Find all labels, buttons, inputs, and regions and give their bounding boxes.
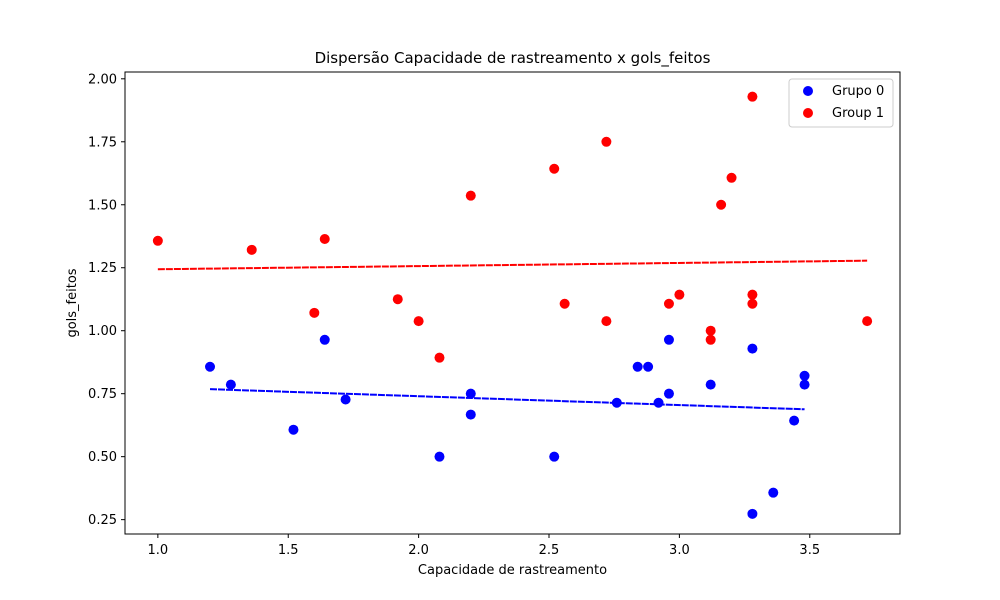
x-tick-label: 2.0: [408, 543, 429, 558]
point-series-1: [152, 235, 163, 246]
point-series-0: [663, 388, 674, 399]
point-series-0: [340, 394, 351, 405]
point-series-0: [632, 361, 643, 372]
point-series-0: [663, 334, 674, 345]
trendline-series-0: [209, 388, 805, 411]
point-series-1: [559, 298, 570, 309]
point-series-0: [653, 397, 664, 408]
point-series-0: [434, 451, 445, 462]
y-tick-label: 1.50: [88, 198, 117, 213]
point-series-1: [716, 199, 727, 210]
x-tick-label: 1.0: [148, 543, 169, 558]
point-series-1: [862, 316, 873, 327]
x-axis-label: Capacidade de rastreamento: [418, 563, 607, 578]
point-series-0: [225, 379, 236, 390]
trendlines: [157, 259, 868, 411]
point-series-1: [663, 298, 674, 309]
point-series-0: [465, 388, 476, 399]
point-series-0: [747, 343, 758, 354]
legend-label-group-1: Group 1: [832, 106, 884, 121]
point-series-0: [611, 397, 622, 408]
legend: Grupo 0 Group 1: [788, 78, 894, 128]
point-series-0: [288, 424, 299, 435]
legend-marker-group-1: [803, 108, 813, 118]
point-series-0: [465, 409, 476, 420]
y-tick-label: 1.25: [88, 261, 117, 276]
point-series-1: [319, 234, 330, 245]
point-series-0: [643, 361, 654, 372]
point-series-1: [549, 163, 560, 174]
point-series-1: [413, 316, 424, 327]
y-tick-label: 1.75: [88, 135, 117, 150]
point-series-0: [205, 361, 216, 372]
x-tick-label: 3.0: [669, 543, 690, 558]
y-tick-label: 2.00: [88, 72, 117, 87]
point-series-1: [434, 352, 445, 363]
point-series-0: [799, 370, 810, 381]
y-tick-label: 0.25: [88, 513, 117, 528]
legend-marker-grupo-0: [803, 86, 813, 96]
y-axis: 0.25 0.50 0.75 1.00 1.25 1.50 1.75 2.00: [88, 72, 125, 528]
point-series-0: [747, 508, 758, 519]
y-tick-label: 1.00: [88, 324, 117, 339]
point-series-0: [789, 415, 800, 426]
data-points: [152, 91, 873, 519]
point-series-1: [705, 325, 716, 336]
point-series-0: [705, 379, 716, 390]
point-series-0: [549, 451, 560, 462]
point-series-1: [601, 316, 612, 327]
point-series-1: [392, 294, 403, 305]
point-series-1: [465, 190, 476, 201]
chart-title: Dispersão Capacidade de rastreamento x g…: [315, 49, 711, 68]
point-series-1: [705, 334, 716, 345]
point-series-1: [747, 298, 758, 309]
point-series-1: [674, 289, 685, 300]
plot-area-frame: [124, 71, 901, 535]
legend-box: [788, 78, 894, 128]
point-series-1: [747, 289, 758, 300]
point-series-1: [747, 91, 758, 102]
point-series-0: [799, 379, 810, 390]
y-tick-label: 0.75: [88, 387, 117, 402]
x-tick-label: 1.5: [278, 543, 299, 558]
point-series-0: [768, 487, 779, 498]
y-tick-label: 0.50: [88, 450, 117, 465]
trendline-series-1: [157, 259, 868, 271]
x-axis: 1.0 1.5 2.0 2.5 3.0 3.5: [148, 534, 820, 558]
point-series-1: [246, 244, 257, 255]
x-tick-label: 2.5: [539, 543, 560, 558]
point-series-1: [309, 307, 320, 318]
point-series-1: [601, 136, 612, 147]
legend-label-grupo-0: Grupo 0: [832, 84, 884, 99]
point-series-0: [319, 334, 330, 345]
y-axis-label: gols_feitos: [65, 268, 80, 337]
x-tick-label: 3.5: [799, 543, 820, 558]
point-series-1: [726, 172, 737, 183]
